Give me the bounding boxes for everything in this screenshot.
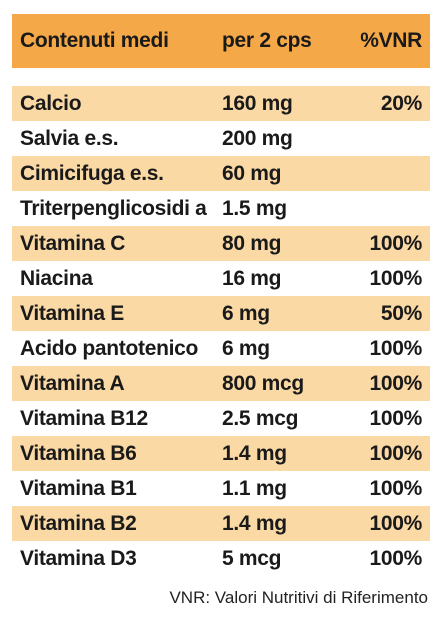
row-name: Cimicifuga e.s. bbox=[20, 161, 164, 185]
vnr-footnote: VNR: Valori Nutritivi di Riferimento bbox=[169, 588, 428, 607]
table-row: Vitamina B12 2.5 mcg 100% bbox=[12, 401, 430, 436]
nutrition-table: Contenuti medi per 2 cps %VNR Calcio 160… bbox=[12, 14, 430, 576]
table-row: Cimicifuga e.s. 60 mg bbox=[12, 156, 430, 191]
row-vnr: 100% bbox=[369, 231, 422, 255]
table-row: Niacina 16 mg 100% bbox=[12, 261, 430, 296]
row-name: Triterpenglicosidi a bbox=[20, 196, 207, 220]
row-vnr: 50% bbox=[380, 301, 422, 325]
row-amount: 200 mg bbox=[222, 126, 293, 150]
row-name: Vitamina A bbox=[20, 371, 125, 395]
row-name: Vitamina B1 bbox=[20, 476, 137, 500]
row-name: Acido pantotenico bbox=[20, 336, 199, 360]
table-row: Vitamina C 80 mg 100% bbox=[12, 226, 430, 261]
row-vnr: 100% bbox=[369, 406, 422, 430]
row-name: Vitamina C bbox=[20, 231, 126, 255]
row-vnr: 100% bbox=[369, 476, 422, 500]
table-row: Vitamina E 6 mg 50% bbox=[12, 296, 430, 331]
header-per-2-cps: per 2 cps bbox=[222, 29, 312, 52]
table-row: Vitamina B6 1.4 mg 100% bbox=[12, 436, 430, 471]
row-amount: 1.4 mg bbox=[222, 511, 287, 535]
row-vnr: 100% bbox=[369, 441, 422, 465]
table-row: Salvia e.s. 200 mg bbox=[12, 121, 430, 156]
row-name: Salvia e.s. bbox=[20, 126, 119, 150]
row-name: Niacina bbox=[20, 266, 93, 290]
row-amount: 1.5 mg bbox=[222, 196, 287, 220]
row-name: Vitamina E bbox=[20, 301, 124, 325]
row-name: Vitamina D3 bbox=[20, 546, 137, 570]
table-row: Triterpenglicosidi a 1.5 mg bbox=[12, 191, 430, 226]
row-name: Vitamina B2 bbox=[20, 511, 137, 535]
row-vnr: 20% bbox=[380, 91, 422, 115]
row-amount: 800 mcg bbox=[222, 371, 304, 395]
row-amount: 2.5 mcg bbox=[222, 406, 299, 430]
table-row: Vitamina B2 1.4 mg 100% bbox=[12, 506, 430, 541]
table-row: Acido pantotenico 6 mg 100% bbox=[12, 331, 430, 366]
row-name: Vitamina B6 bbox=[20, 441, 137, 465]
table-row: Vitamina A 800 mcg 100% bbox=[12, 366, 430, 401]
row-amount: 1.1 mg bbox=[222, 476, 287, 500]
row-vnr: 100% bbox=[369, 336, 422, 360]
row-vnr: 100% bbox=[369, 511, 422, 535]
header-contenuti: Contenuti medi bbox=[20, 29, 169, 52]
row-amount: 60 mg bbox=[222, 161, 282, 185]
header-gap bbox=[12, 68, 430, 86]
table-row: Vitamina B1 1.1 mg 100% bbox=[12, 471, 430, 506]
row-amount: 80 mg bbox=[222, 231, 282, 255]
row-amount: 1.4 mg bbox=[222, 441, 287, 465]
row-amount: 5 mcg bbox=[222, 546, 282, 570]
row-amount: 160 mg bbox=[222, 91, 293, 115]
row-amount: 6 mg bbox=[222, 336, 270, 360]
row-name: Calcio bbox=[20, 91, 82, 115]
row-amount: 6 mg bbox=[222, 301, 270, 325]
row-name: Vitamina B12 bbox=[20, 406, 148, 430]
table-row: Vitamina D3 5 mcg 100% bbox=[12, 541, 430, 576]
row-vnr: 100% bbox=[369, 546, 422, 570]
table-row: Calcio 160 mg 20% bbox=[12, 86, 430, 121]
header-vnr: %VNR bbox=[360, 29, 422, 52]
table-header: Contenuti medi per 2 cps %VNR bbox=[12, 14, 430, 68]
row-amount: 16 mg bbox=[222, 266, 282, 290]
row-vnr: 100% bbox=[369, 371, 422, 395]
row-vnr: 100% bbox=[369, 266, 422, 290]
